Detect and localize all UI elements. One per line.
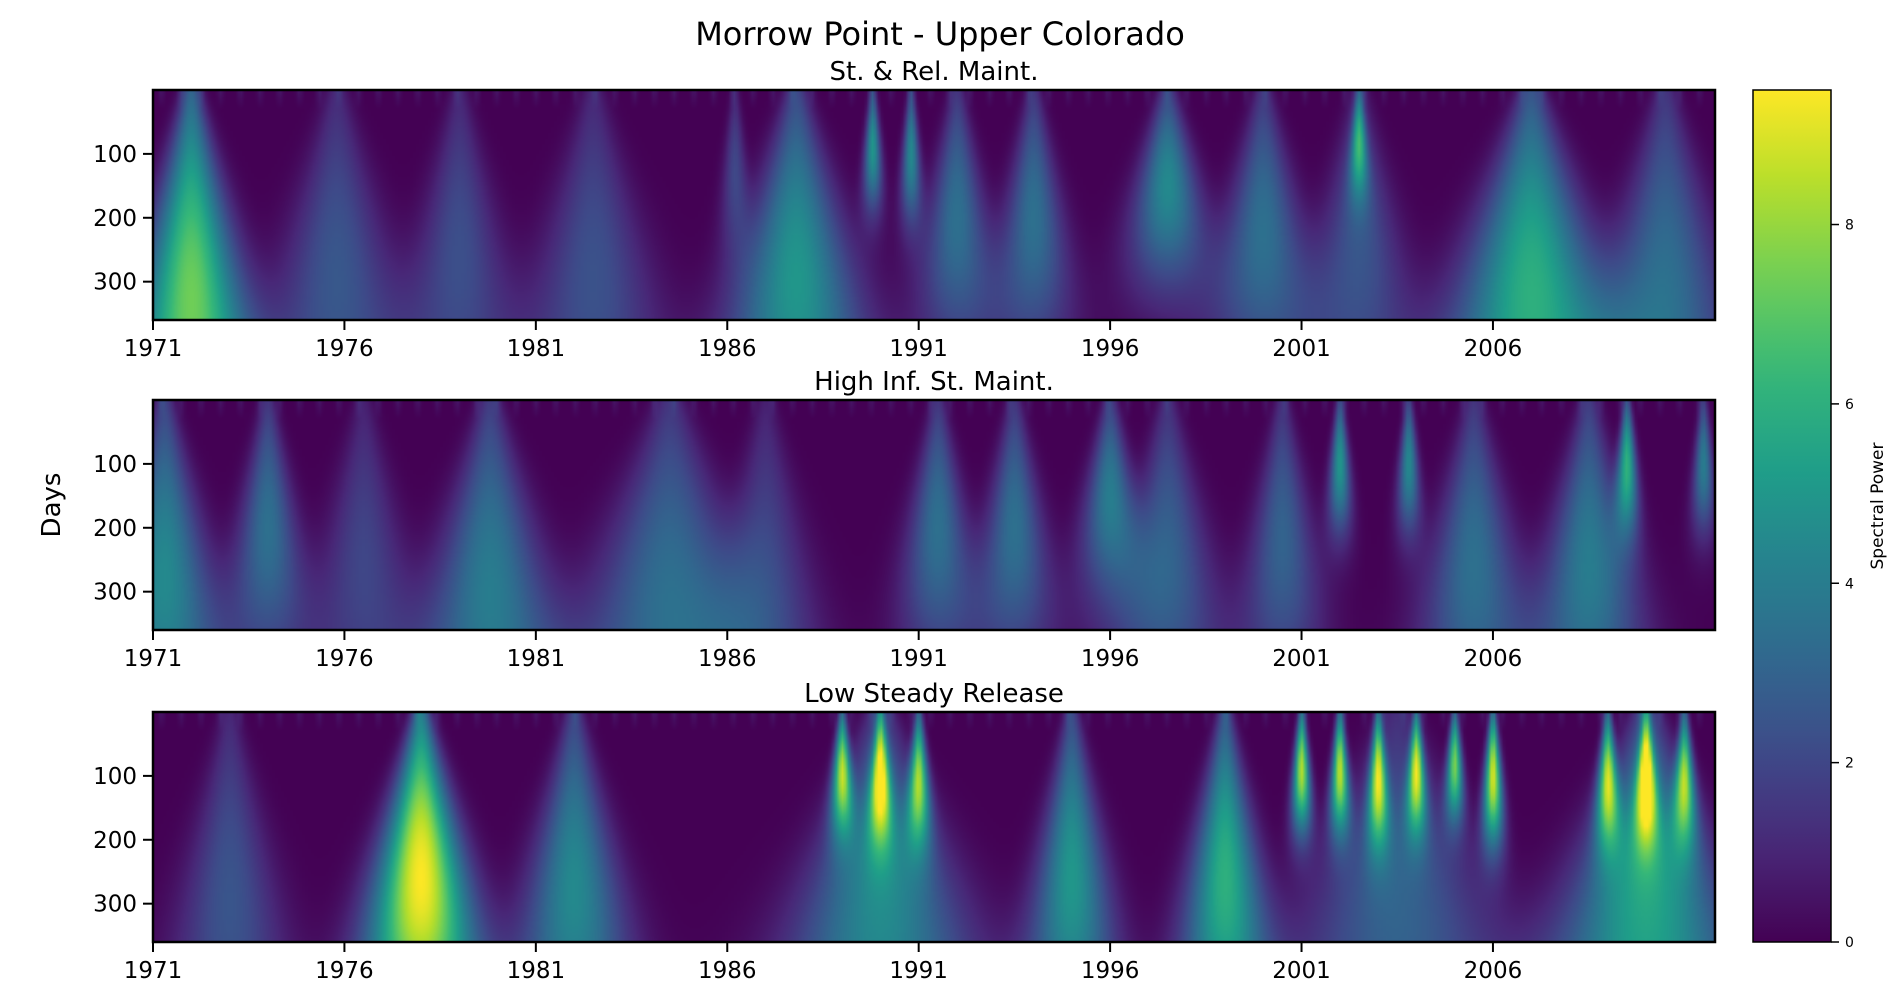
panel-2: High Inf. St. Maint. 1971 1976 1981 1986 1991… [93, 367, 1717, 672]
x-tick-label: 1986 [698, 336, 757, 362]
colorbar-label: Spectral Power [1868, 443, 1888, 570]
heatmap-image [153, 400, 1715, 630]
heatmap-image [153, 712, 1715, 942]
colorbar-tick-label: 0 [1845, 935, 1854, 951]
x-tick-label: 1981 [507, 646, 566, 672]
x-tick-label: 1976 [315, 336, 374, 362]
panel-title: Low Steady Release [804, 679, 1064, 709]
x-tick-label: 1986 [698, 646, 757, 672]
y-tick-label: 200 [93, 516, 137, 542]
x-tick-label: 1981 [507, 958, 566, 984]
x-tick-label: 2001 [1272, 958, 1331, 984]
x-tick-label: 1971 [124, 336, 183, 362]
panel-title: St. & Rel. Maint. [830, 57, 1039, 87]
axes-frame [151, 88, 1717, 322]
y-tick-label: 200 [93, 206, 137, 232]
y-tick-label: 100 [93, 764, 137, 790]
panel-1: St. & Rel. Maint. 1971 1976 1981 1986 1991 199… [93, 57, 1717, 362]
x-tick-label: 1976 [315, 958, 374, 984]
colorbar-gradient [1752, 89, 1832, 943]
colorbar-tick-label: 6 [1845, 397, 1854, 413]
y-tick-label: 200 [93, 828, 137, 854]
x-tick-label: 1996 [1081, 958, 1140, 984]
x-tick-label: 1991 [889, 646, 948, 672]
axes-frame [151, 710, 1717, 944]
figure-title: Morrow Point - Upper Colorado [695, 15, 1185, 53]
x-tick-label: 1971 [124, 958, 183, 984]
y-axis-label: Days [37, 473, 67, 538]
panel-3: Low Steady Release 1971 1976 1981 1986 1991 19… [93, 679, 1717, 984]
y-tick-label: 100 [93, 142, 137, 168]
x-tick-label: 1981 [507, 336, 566, 362]
panel-title: High Inf. St. Maint. [814, 367, 1054, 397]
x-tick-label: 1996 [1081, 646, 1140, 672]
y-tick-label: 300 [93, 270, 137, 296]
colorbar-tick-label: 4 [1845, 576, 1854, 592]
colorbar-tick-label: 8 [1845, 218, 1854, 234]
x-tick-label: 1991 [889, 958, 948, 984]
y-tick-label: 300 [93, 580, 137, 606]
x-tick-label: 1971 [124, 646, 183, 672]
panels-group: St. & Rel. Maint. 1971 1976 1981 1986 1991 199… [93, 57, 1717, 984]
colorbar: 0 2 4 6 8 Spectral Power [1752, 89, 1888, 951]
x-tick-label: 1976 [315, 646, 374, 672]
y-tick-label: 100 [93, 452, 137, 478]
y-tick-label: 300 [93, 892, 137, 918]
x-tick-label: 2006 [1464, 958, 1523, 984]
colorbar-tick-label: 2 [1845, 756, 1854, 772]
axes-frame [151, 398, 1717, 632]
heatmap-image [153, 90, 1715, 320]
x-tick-label: 1991 [889, 336, 948, 362]
x-tick-label: 1996 [1081, 336, 1140, 362]
x-tick-label: 1986 [698, 958, 757, 984]
x-tick-label: 2006 [1464, 336, 1523, 362]
x-tick-label: 2006 [1464, 646, 1523, 672]
x-tick-label: 2001 [1272, 336, 1331, 362]
x-tick-label: 2001 [1272, 646, 1331, 672]
